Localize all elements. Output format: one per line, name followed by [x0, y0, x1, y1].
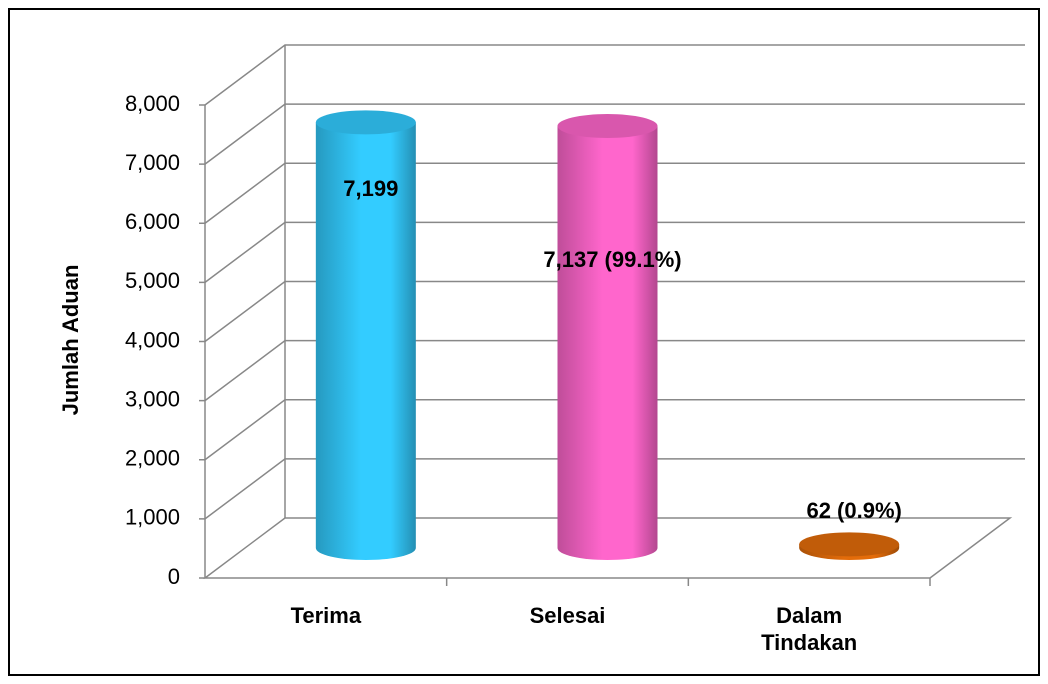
y-tick-label: 4,000 [125, 327, 180, 352]
bar-top [315, 110, 416, 135]
grid-line [204, 221, 1025, 283]
y-tick-label: 6,000 [125, 209, 180, 234]
grid-line [204, 44, 1025, 106]
x-tick-label: Dalam Tindakan [761, 603, 858, 655]
data-label: 7,199 [343, 176, 398, 201]
bar [799, 532, 900, 560]
bar [557, 114, 658, 560]
bar-top [799, 532, 900, 557]
data-label: 7,137 (99.1%) [543, 247, 681, 272]
grid-line [204, 162, 1025, 224]
x-tick-label: Selesai [529, 603, 606, 628]
y-axis-label: Jumlah Aduan [58, 265, 83, 416]
grid-line [204, 399, 1025, 461]
bar-body [557, 126, 658, 560]
y-tick-label: 0 [168, 564, 180, 589]
y-tick-label: 7,000 [125, 150, 180, 175]
grid-line [204, 339, 1025, 402]
x-tick-label: Terima [290, 603, 362, 628]
grid-line [204, 103, 1025, 165]
y-tick-label: 8,000 [125, 91, 180, 116]
y-tick-label: 1,000 [125, 505, 180, 530]
grid-line [204, 458, 1025, 520]
frame [8, 8, 1040, 676]
bar-body [315, 122, 416, 560]
grid-line [204, 280, 1025, 343]
y-tick-label: 2,000 [125, 446, 180, 471]
bar [315, 110, 416, 560]
data-label: 62 (0.9%) [806, 498, 901, 523]
y-tick-label: 3,000 [125, 386, 180, 411]
bar-top [557, 114, 658, 139]
y-tick-label: 5,000 [125, 268, 180, 293]
